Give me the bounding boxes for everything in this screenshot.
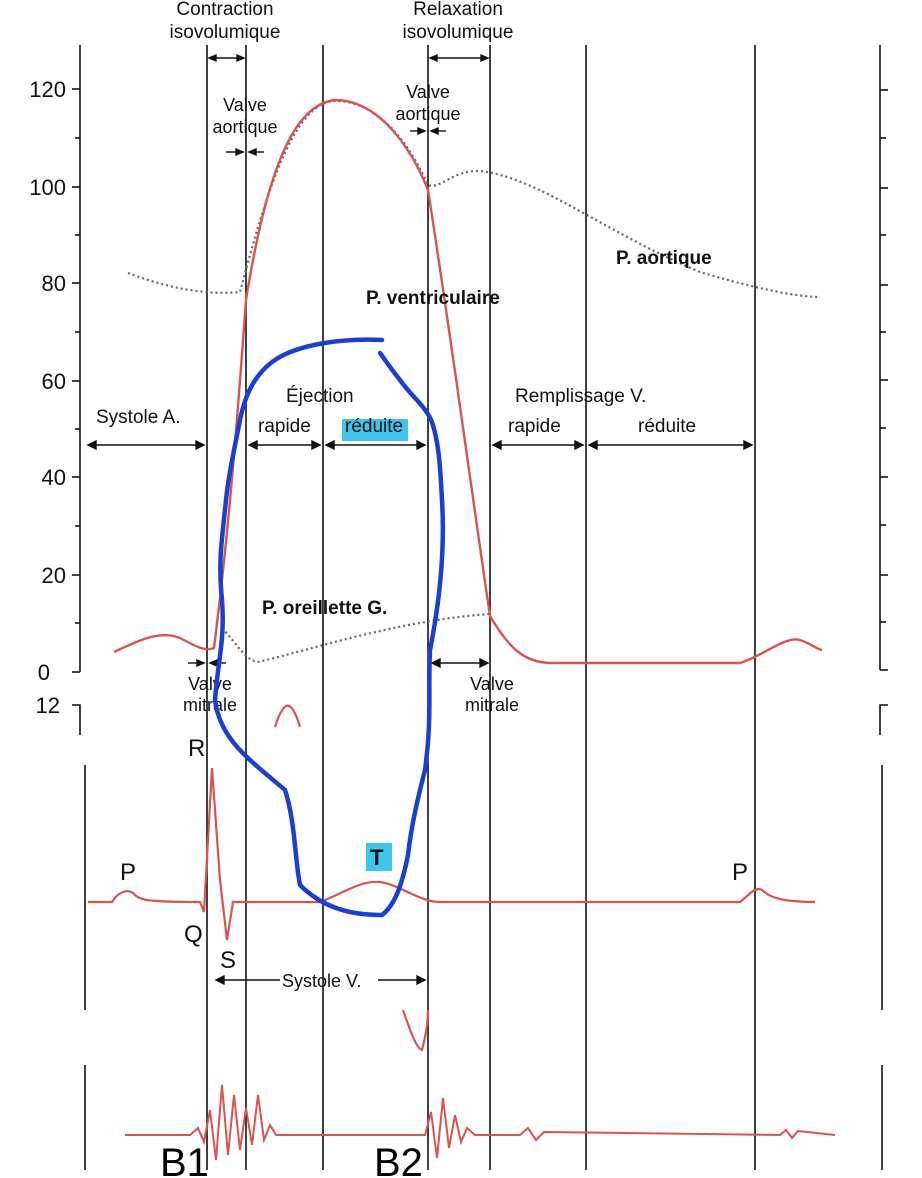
relaxation-label-line1: Relaxation	[413, 0, 503, 20]
mitral-valve-close-label-line2: mitrale	[183, 695, 237, 715]
pressure-axis	[72, 45, 81, 673]
ecg-r-wave-label: R	[188, 735, 205, 762]
ecg-t-wave-label: T	[370, 845, 384, 870]
aortic-valve-open-label-line2: aortique	[212, 117, 277, 137]
pressure-tick-20: 20	[42, 563, 66, 588]
systole-v-label: Systole V.	[282, 971, 361, 991]
pressure-tick-100: 100	[29, 175, 66, 200]
pressure-tick-40: 40	[42, 465, 66, 490]
filling-rapid-label: rapide	[508, 416, 561, 437]
right-axis	[879, 45, 888, 671]
pressure-tick-0: 0	[38, 660, 50, 685]
interval-arrows	[86, 53, 754, 986]
aortic-pressure-curve	[127, 99, 821, 299]
reduced-ejection-highlight	[342, 419, 408, 441]
contraction-label-line1: Contraction	[176, 0, 273, 20]
phase-divider-lines	[206, 45, 756, 1170]
relaxation-label-line2: isovolumique	[403, 22, 514, 43]
ecg-q-wave-label: Q	[184, 921, 203, 948]
ejection-rapid-label: rapide	[258, 416, 311, 437]
ejection-label: Éjection	[286, 386, 354, 407]
atrial-systole-label: Systole A.	[96, 407, 181, 428]
ejection-reduced-label: réduite	[345, 416, 403, 437]
ecg-p-wave-label-1: P	[120, 859, 136, 886]
t-wave-highlight	[366, 843, 392, 871]
aortic-pressure-label: P. aortique	[616, 248, 712, 269]
heart-sounds-trace	[125, 1084, 836, 1161]
aortic-valve-close-label-line1: Valve	[406, 82, 450, 102]
b1-label: B1	[160, 1141, 209, 1178]
contraction-label-line2: isovolumique	[170, 22, 281, 43]
ecg-s-wave-label: S	[220, 947, 236, 974]
aortic-valve-close-label-line2: aortique	[395, 104, 460, 124]
ecg-axis	[72, 704, 888, 1170]
mitral-valve-open-label-line1: Valve	[470, 674, 514, 694]
atrial-pressure-label: P. oreillette G.	[262, 598, 387, 619]
ventricular-pressure-curve	[113, 98, 823, 665]
ecg-trace	[88, 767, 816, 941]
filling-label: Remplissage V.	[515, 386, 646, 407]
ecg-p-wave-label-2: P	[732, 859, 748, 886]
mitral-valve-close-label-line1: Valve	[188, 674, 232, 694]
filling-reduced-label: réduite	[638, 416, 696, 437]
atrial-pressure-curve	[221, 612, 491, 664]
ventricular-pressure-label: P. ventriculaire	[366, 288, 500, 309]
pressure-tick-60: 60	[42, 369, 66, 394]
red-fragment-top	[273, 704, 302, 728]
ecg-tick-12: 12	[36, 693, 60, 718]
pressure-tick-80: 80	[42, 271, 66, 296]
hand-drawn-annotation-loop	[212, 337, 446, 918]
mitral-valve-open-label-line2: mitrale	[465, 695, 519, 715]
red-fragment-bottom	[401, 1009, 430, 1052]
aortic-valve-open-label-line1: Valve	[223, 95, 267, 115]
b2-label: B2	[374, 1141, 423, 1178]
pressure-tick-120: 120	[29, 77, 66, 102]
